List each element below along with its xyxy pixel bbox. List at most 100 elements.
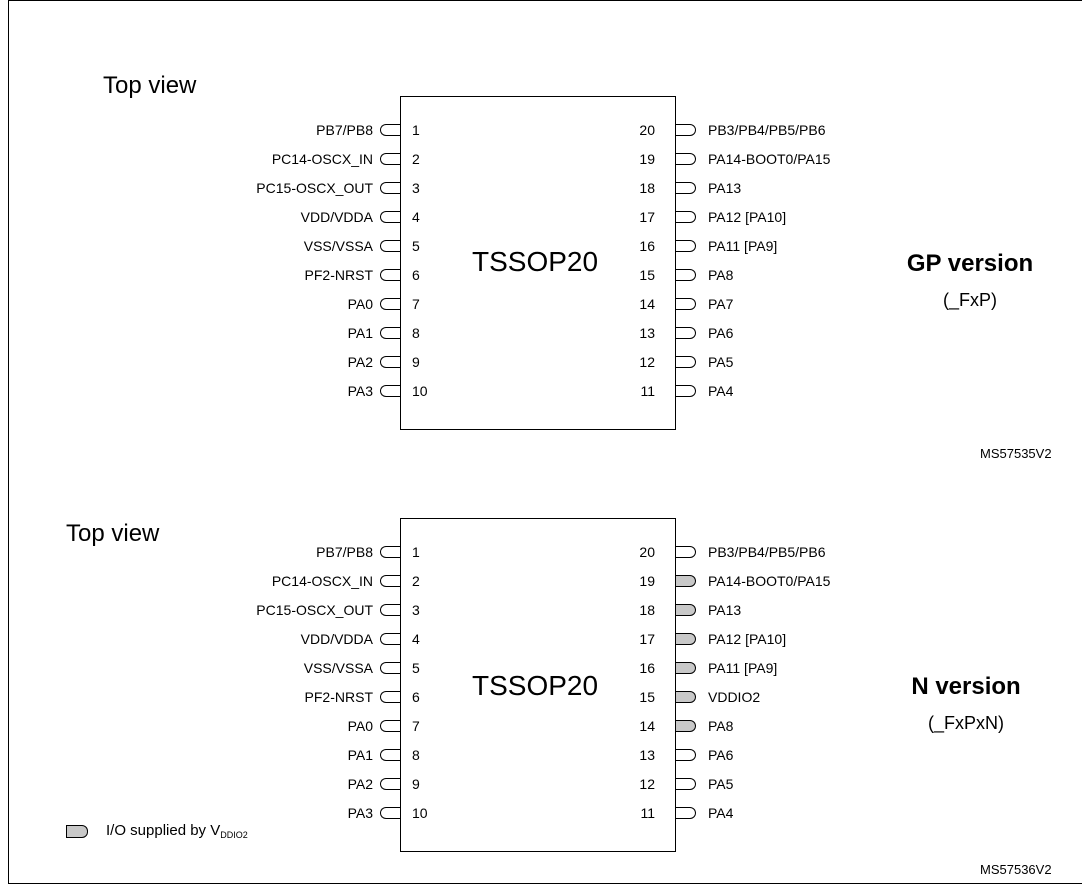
left-pin-number: 10 — [412, 383, 428, 399]
left-pin-name: VSS/VSSA — [303, 238, 373, 254]
left-pin-pad-icon — [380, 691, 400, 703]
right-pin-name: PA13 — [708, 180, 742, 196]
left-pin-number: 1 — [412, 122, 420, 138]
left-pin-number: 2 — [412, 151, 420, 167]
right-pin-pad-icon — [676, 749, 696, 761]
left-pin-pad-icon — [380, 662, 400, 674]
right-pin-number: 20 — [639, 544, 655, 560]
right-pin-pad-icon — [676, 269, 696, 281]
left-pin-name: PF2-NRST — [304, 689, 373, 705]
right-pin-number: 19 — [639, 151, 655, 167]
left-pin-name: PC14-OSCX_IN — [271, 573, 373, 589]
left-pin-pad-icon — [380, 356, 400, 368]
right-pin-pad-icon — [676, 385, 696, 397]
pin-row: PC14-OSCX_IN 2 19 PA14-BOOT0/PA15 — [0, 148, 1082, 172]
left-pin-name: PA2 — [347, 776, 373, 792]
left-pin-name: PA0 — [347, 296, 373, 312]
right-pin-name: PB3/PB4/PB5/PB6 — [708, 544, 826, 560]
left-pin-number: 4 — [412, 631, 420, 647]
right-pin-name: PA7 — [708, 296, 734, 312]
pin-row: PB7/PB8 1 20 PB3/PB4/PB5/PB6 — [0, 119, 1082, 143]
right-pin-name: VDDIO2 — [708, 689, 761, 705]
right-pin-number: 13 — [639, 747, 655, 763]
left-pin-pad-icon — [380, 720, 400, 732]
left-pin-pad-icon — [380, 298, 400, 310]
left-pin-pad-icon — [380, 604, 400, 616]
right-pin-pad-icon — [676, 604, 696, 616]
left-pin-number: 5 — [412, 238, 420, 254]
top-view-label: Top view — [103, 72, 197, 99]
vddio2-pad-icon — [66, 825, 88, 838]
top-view-label: Top view — [66, 520, 160, 547]
right-pin-number: 12 — [639, 354, 655, 370]
right-pin-pad-icon — [676, 182, 696, 194]
left-pin-name: PA0 — [347, 718, 373, 734]
right-pin-pad-icon — [676, 778, 696, 790]
right-pin-number: 11 — [640, 383, 655, 399]
right-pin-pad-icon — [676, 575, 696, 587]
left-pin-pad-icon — [380, 327, 400, 339]
right-pin-number: 13 — [639, 325, 655, 341]
right-pin-pad-icon — [676, 356, 696, 368]
left-pin-number: 9 — [412, 354, 420, 370]
left-pin-name: PA3 — [347, 383, 373, 399]
left-pin-number: 5 — [412, 660, 420, 676]
right-pin-name: PA4 — [708, 805, 734, 821]
pin-row: PB7/PB8 1 20 PB3/PB4/PB5/PB6 — [0, 541, 1082, 565]
right-pin-number: 12 — [639, 776, 655, 792]
left-pin-pad-icon — [380, 153, 400, 165]
right-pin-pad-icon — [676, 327, 696, 339]
left-pin-pad-icon — [380, 211, 400, 223]
pin-row: VSS/VSSA 5 16 PA11 [PA9] — [0, 235, 1082, 259]
left-pin-number: 6 — [412, 267, 420, 283]
legend-text: I/O supplied by VDDIO2 — [106, 822, 248, 840]
pin-row: PA1 8 13 PA6 — [0, 322, 1082, 346]
left-pin-pad-icon — [380, 749, 400, 761]
version-suffix: (_FxPxN) — [928, 713, 1004, 733]
right-pin-name: PB3/PB4/PB5/PB6 — [708, 122, 826, 138]
left-pin-pad-icon — [380, 269, 400, 281]
left-pin-name: VDD/VDDA — [300, 631, 373, 647]
pin-row: PA3 10 11 PA4 — [0, 380, 1082, 404]
version-title: GP version — [906, 250, 1034, 277]
right-pin-number: 18 — [639, 602, 655, 618]
right-pin-number: 11 — [640, 805, 655, 821]
chip-body — [400, 96, 676, 430]
right-pin-number: 15 — [639, 267, 655, 283]
left-pin-number: 7 — [412, 718, 420, 734]
pin-row: PA1 8 13 PA6 — [0, 744, 1082, 768]
right-pin-name: PA11 [PA9] — [708, 660, 778, 676]
left-pin-number: 8 — [412, 747, 420, 763]
package-name: TSSOP20 — [472, 246, 599, 277]
left-pin-number: 3 — [412, 602, 420, 618]
chip-body — [400, 518, 676, 852]
left-pin-number: 2 — [412, 573, 420, 589]
pin-row: PF2-NRST 6 15 VDDIO2 — [0, 686, 1082, 710]
left-pin-name: PB7/PB8 — [316, 122, 373, 138]
pin-row: PF2-NRST 6 15 PA8 — [0, 264, 1082, 288]
pin-row: PA0 7 14 PA8 — [0, 715, 1082, 739]
left-pin-number: 8 — [412, 325, 420, 341]
left-pin-number: 7 — [412, 296, 420, 312]
pin-row: PC14-OSCX_IN 2 19 PA14-BOOT0/PA15 — [0, 570, 1082, 594]
left-pin-name: VSS/VSSA — [303, 660, 373, 676]
right-pin-number: 17 — [639, 631, 655, 647]
right-pin-number: 17 — [639, 209, 655, 225]
right-pin-name: PA4 — [708, 383, 734, 399]
right-pin-pad-icon — [676, 211, 696, 223]
left-pin-pad-icon — [380, 240, 400, 252]
reference-code: MS57536V2 — [980, 862, 1052, 877]
right-pin-pad-icon — [676, 720, 696, 732]
package-n-version: Top view TSSOP20 PB7/PB8 1 20 PB3/PB4/PB5/P… — [0, 420, 1082, 877]
right-pin-name: PA6 — [708, 747, 734, 763]
right-pin-name: PA6 — [708, 325, 734, 341]
right-pin-number: 16 — [639, 238, 655, 254]
right-pin-number: 19 — [639, 573, 655, 589]
version-suffix: (_FxP) — [943, 290, 997, 310]
right-pin-name: PA11 [PA9] — [708, 238, 778, 254]
right-pin-number: 14 — [639, 296, 655, 312]
right-pin-pad-icon — [676, 298, 696, 310]
pin-row: PA2 9 12 PA5 — [0, 773, 1082, 797]
legend: I/O supplied by VDDIO2 — [66, 822, 366, 849]
pin-row: PA0 7 14 PA7 — [0, 293, 1082, 317]
